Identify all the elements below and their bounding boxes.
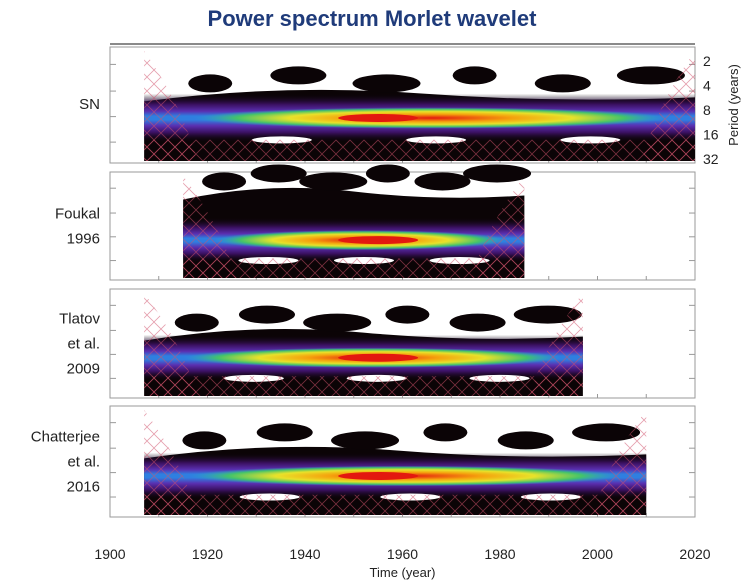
x-tick-label: 1920 <box>192 546 223 562</box>
panel-2: Foukal 1996 <box>55 164 696 281</box>
power-blob <box>497 431 554 450</box>
power-blob <box>182 431 227 450</box>
power-blob <box>250 164 307 183</box>
x-tick-label: 1940 <box>289 546 320 562</box>
power-blob <box>303 313 372 332</box>
cone-of-influence-left <box>183 176 237 278</box>
panel-label: Tlatov <box>59 311 100 328</box>
cone-of-influence-right <box>471 176 525 278</box>
power-blob <box>534 74 591 93</box>
panel-1: SN <box>79 46 696 164</box>
power-blob <box>365 164 410 183</box>
panel-label: 1996 <box>67 231 100 248</box>
cone-of-influence-right <box>641 51 695 161</box>
peak-power <box>338 236 419 245</box>
panel-label: et al. <box>67 336 100 353</box>
peak-power <box>338 353 419 362</box>
power-blob <box>463 164 532 183</box>
x-tick-label: 2000 <box>582 546 613 562</box>
panel-3: Tlatov et al. 2009 <box>59 288 696 399</box>
power-blob <box>238 305 295 324</box>
power-blob <box>352 74 421 93</box>
power-blob <box>414 172 471 191</box>
y-tick-label: 4 <box>703 78 711 94</box>
cone-of-influence-bottom <box>144 494 647 515</box>
panel-label: 2016 <box>67 479 100 496</box>
cone-of-influence-right <box>593 410 647 515</box>
y-axis-label: Period (years) <box>726 64 741 146</box>
power-blob <box>616 66 685 85</box>
power-blob <box>188 74 233 93</box>
power-blob <box>449 313 506 332</box>
power-blob <box>331 431 400 450</box>
power-blob <box>513 305 582 324</box>
power-blob <box>385 305 430 324</box>
panel-label: Chatterjee <box>31 429 100 446</box>
cone-of-influence-left <box>144 410 198 515</box>
x-tick-label: 1900 <box>94 546 125 562</box>
power-blob <box>423 423 468 442</box>
panel-label: et al. <box>67 454 100 471</box>
cone-of-influence-left <box>144 293 198 396</box>
y-tick-label: 2 <box>703 53 711 69</box>
power-blob <box>452 66 497 85</box>
x-axis-label: Time (year) <box>370 565 436 580</box>
x-tick-label: 1960 <box>387 546 418 562</box>
chart-title: Power spectrum Morlet wavelet <box>207 6 537 31</box>
panel-label: SN <box>79 96 100 113</box>
panel-label: Foukal <box>55 206 100 223</box>
power-blob <box>202 172 247 191</box>
panel-label: 2009 <box>67 361 100 378</box>
cone-of-influence-left <box>144 51 198 161</box>
power-blob <box>572 423 641 442</box>
x-tick-label: 2020 <box>679 546 710 562</box>
power-blob <box>256 423 313 442</box>
panel-4: Chatterjee et al. 2016 <box>31 405 696 518</box>
cone-of-influence-bottom <box>144 139 695 161</box>
x-tick-label: 1980 <box>484 546 515 562</box>
power-blob <box>299 172 368 191</box>
high-power-core <box>193 107 668 129</box>
y-tick-label: 32 <box>703 151 719 167</box>
peak-power <box>338 113 419 122</box>
cone-of-influence-bottom <box>183 258 525 278</box>
y-tick-label: 16 <box>703 127 719 143</box>
cone-of-influence-right <box>529 293 583 396</box>
y-tick-label: 8 <box>703 102 711 118</box>
power-blob <box>270 66 327 85</box>
peak-power <box>338 471 419 480</box>
cone-of-influence-bottom <box>144 376 583 396</box>
power-blob <box>174 313 219 332</box>
